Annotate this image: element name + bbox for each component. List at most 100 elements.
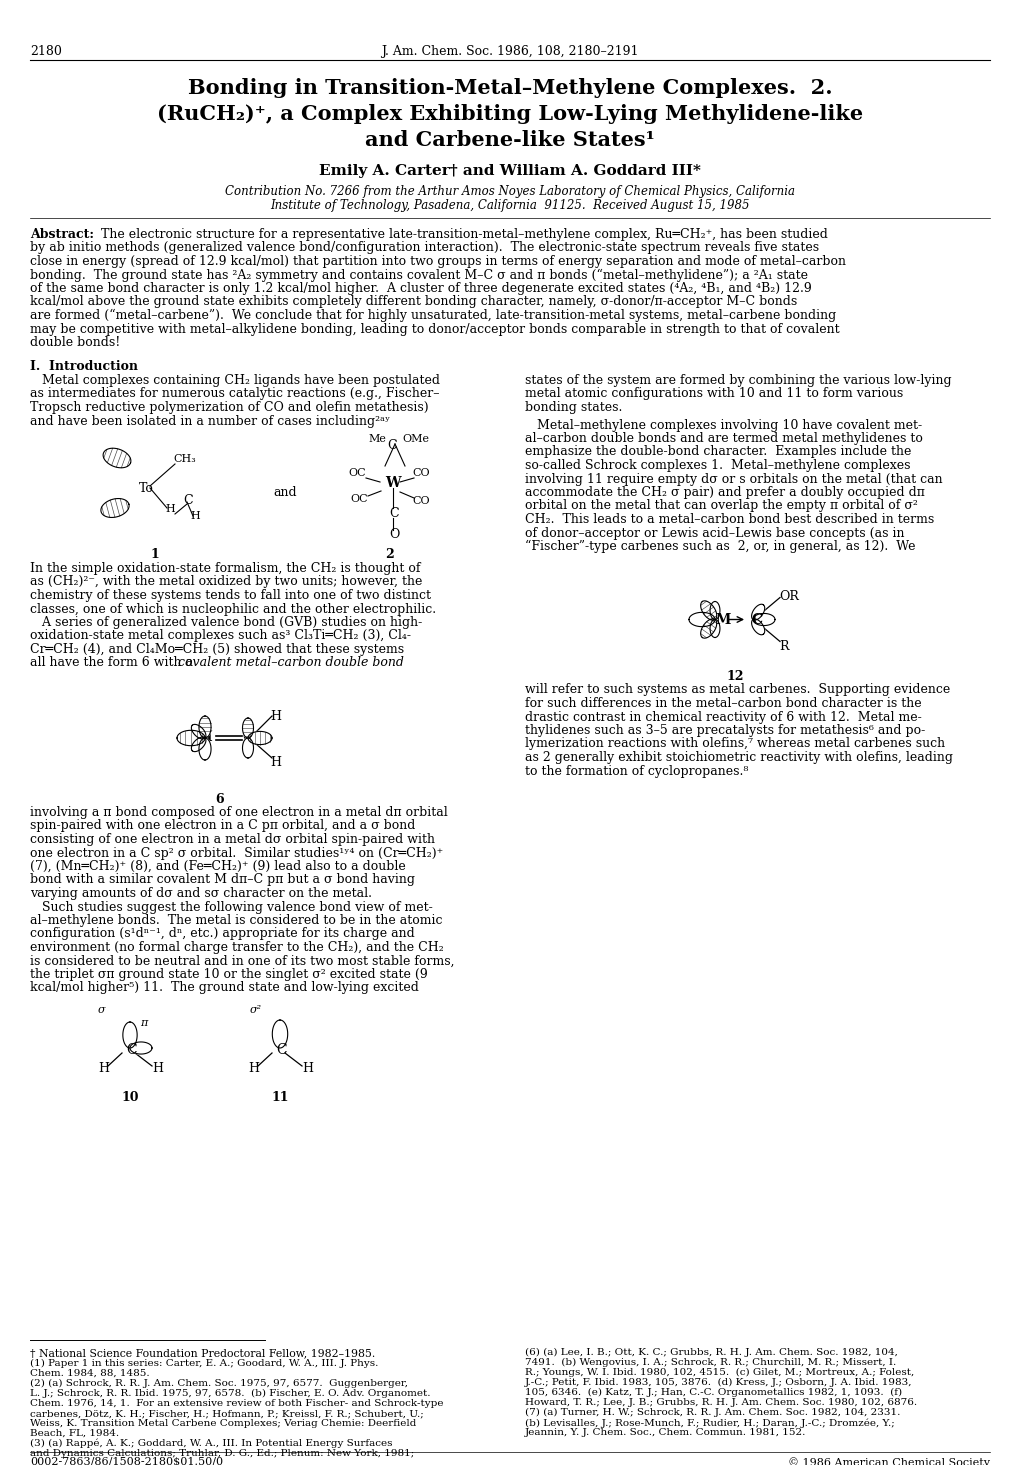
Text: OC: OC xyxy=(350,494,367,504)
Text: Beach, FL, 1984.: Beach, FL, 1984. xyxy=(30,1428,119,1439)
Text: 12: 12 xyxy=(726,670,743,683)
Text: 11: 11 xyxy=(271,1091,288,1105)
Polygon shape xyxy=(709,602,719,620)
Text: (1) Paper 1 in this series: Carter, E. A.; Goodard, W. A., III. J. Phys.: (1) Paper 1 in this series: Carter, E. A… xyxy=(30,1360,378,1368)
Text: oxidation-state metal complexes such as³ Cl₃Ti═CH₂ (3), Cl₄-: oxidation-state metal complexes such as³… xyxy=(30,630,411,643)
Text: CH₃: CH₃ xyxy=(173,454,196,464)
Text: (7), (Mn═CH₂)⁺ (8), and (Fe═CH₂)⁺ (9) lead also to a double: (7), (Mn═CH₂)⁺ (8), and (Fe═CH₂)⁺ (9) le… xyxy=(30,860,406,873)
Text: 6: 6 xyxy=(215,793,224,806)
Polygon shape xyxy=(243,718,254,738)
Text: by ab initio methods (generalized valence bond/configuration interaction).  The : by ab initio methods (generalized valenc… xyxy=(30,242,818,255)
Text: Weiss, K. Transition Metal Carbene Complexes; Veriag Chemie: Deerfield: Weiss, K. Transition Metal Carbene Compl… xyxy=(30,1420,416,1428)
Text: 2: 2 xyxy=(385,548,394,561)
Text: CO: CO xyxy=(412,467,429,478)
Polygon shape xyxy=(709,620,719,637)
Text: C: C xyxy=(126,1043,137,1058)
Polygon shape xyxy=(101,498,129,517)
Text: J.-C.; Petit, F. Ibid. 1983, 105, 3876.  (d) Kress, J.; Osborn, J. A. Ibid. 1983: J.-C.; Petit, F. Ibid. 1983, 105, 3876. … xyxy=(525,1379,912,1387)
Text: double bonds!: double bonds! xyxy=(30,335,120,349)
Text: as (CH₂)²⁻, with the metal oxidized by two units; however, the: as (CH₂)²⁻, with the metal oxidized by t… xyxy=(30,576,422,589)
Text: M: M xyxy=(195,730,212,744)
Text: Institute of Technology, Pasadena, California  91125.  Received August 15, 1985: Institute of Technology, Pasadena, Calif… xyxy=(270,199,749,212)
Polygon shape xyxy=(199,716,211,738)
Text: covalent metal–carbon double bond: covalent metal–carbon double bond xyxy=(178,656,404,670)
Text: of donor–acceptor or Lewis acid–Lewis base concepts (as in: of donor–acceptor or Lewis acid–Lewis ba… xyxy=(525,526,904,539)
Text: and Carbene-like States¹: and Carbene-like States¹ xyxy=(365,130,654,149)
Text: 7491.  (b) Wengovius, I. A.; Schrock, R. R.; Churchill, M. R.; Missert, I.: 7491. (b) Wengovius, I. A.; Schrock, R. … xyxy=(525,1358,896,1367)
Text: H: H xyxy=(302,1062,313,1075)
Polygon shape xyxy=(700,618,716,639)
Polygon shape xyxy=(192,737,206,752)
Text: al–methylene bonds.  The metal is considered to be in the atomic: al–methylene bonds. The metal is conside… xyxy=(30,914,442,927)
Text: lymerization reactions with olefins,⁷ whereas metal carbenes such: lymerization reactions with olefins,⁷ wh… xyxy=(525,737,945,750)
Text: Jeannin, Y. J. Chem. Soc., Chem. Commun. 1981, 152.: Jeannin, Y. J. Chem. Soc., Chem. Commun.… xyxy=(525,1428,806,1437)
Text: and Dynamics Calculations; Truhlar, D. G., Ed.; Plenum: New York, 1981;: and Dynamics Calculations; Truhlar, D. G… xyxy=(30,1449,414,1458)
Text: of the same bond character is only 1.2 kcal/mol higher.  A cluster of three dege: of the same bond character is only 1.2 k… xyxy=(30,281,811,294)
Text: Bonding in Transition-Metal–Methylene Complexes.  2.: Bonding in Transition-Metal–Methylene Co… xyxy=(187,78,832,98)
Text: OR: OR xyxy=(779,589,798,602)
Polygon shape xyxy=(199,738,211,760)
Text: so-called Schrock complexes 1.  Metal–methylene complexes: so-called Schrock complexes 1. Metal–met… xyxy=(525,459,910,472)
Polygon shape xyxy=(192,724,206,738)
Text: To: To xyxy=(139,482,154,495)
Polygon shape xyxy=(700,601,716,620)
Polygon shape xyxy=(248,731,272,744)
Polygon shape xyxy=(122,1023,137,1047)
Text: spin-paired with one electron in a C pπ orbital, and a σ bond: spin-paired with one electron in a C pπ … xyxy=(30,819,415,832)
Text: bond with a similar covalent M dπ–C pπ but a σ bond having: bond with a similar covalent M dπ–C pπ b… xyxy=(30,873,415,886)
Text: H: H xyxy=(248,1062,259,1075)
Text: J. Am. Chem. Soc. 1986, 108, 2180–2191: J. Am. Chem. Soc. 1986, 108, 2180–2191 xyxy=(381,45,638,59)
Text: σ: σ xyxy=(98,1005,106,1015)
Text: H: H xyxy=(190,511,200,522)
Text: Chem. 1976, 14, 1.  For an extensive review of both Fischer- and Schrock-type: Chem. 1976, 14, 1. For an extensive revi… xyxy=(30,1399,443,1408)
Text: H: H xyxy=(165,504,174,514)
Text: Howard, T. R.; Lee, J. B.; Grubbs, R. H. J. Am. Chem. Soc. 1980, 102, 6876.: Howard, T. R.; Lee, J. B.; Grubbs, R. H.… xyxy=(525,1398,916,1406)
Text: † National Science Foundation Predoctoral Fellow, 1982–1985.: † National Science Foundation Predoctora… xyxy=(30,1348,375,1358)
Text: O: O xyxy=(388,527,399,541)
Text: as intermediates for numerous catalytic reactions (e.g., Fischer–: as intermediates for numerous catalytic … xyxy=(30,388,439,400)
Text: involving 11 require empty dσ or s orbitals on the metal (that can: involving 11 require empty dσ or s orbit… xyxy=(525,473,942,485)
Text: (RuCH₂)⁺, a Complex Exhibiting Low-Lying Methylidene-like: (RuCH₂)⁺, a Complex Exhibiting Low-Lying… xyxy=(157,104,862,125)
Text: bonding.  The ground state has ²A₂ symmetry and contains covalent M–C σ and π bo: bonding. The ground state has ²A₂ symmet… xyxy=(30,268,807,281)
Text: Tropsch reductive polymerization of CO and olefin metathesis): Tropsch reductive polymerization of CO a… xyxy=(30,401,428,415)
Text: W: W xyxy=(384,476,400,489)
Polygon shape xyxy=(272,1020,287,1047)
Text: Emily A. Carter† and William A. Goddard III*: Emily A. Carter† and William A. Goddard … xyxy=(319,164,700,179)
Text: A series of generalized valence bond (GVB) studies on high-: A series of generalized valence bond (GV… xyxy=(30,615,422,628)
Text: kcal/mol higher⁵) 11.  The ground state and low-lying excited: kcal/mol higher⁵) 11. The ground state a… xyxy=(30,982,419,995)
Text: all have the form 6 with a: all have the form 6 with a xyxy=(30,656,197,670)
Text: one electron in a C sp² σ orbital.  Similar studies¹ʸ⁴ on (Cr═CH₂)⁺: one electron in a C sp² σ orbital. Simil… xyxy=(30,847,443,860)
Text: (3) (a) Rappé, A. K.; Goddard, W. A., III. In Potential Energy Surfaces: (3) (a) Rappé, A. K.; Goddard, W. A., II… xyxy=(30,1439,392,1449)
Text: to the formation of cyclopropanes.⁸: to the formation of cyclopropanes.⁸ xyxy=(525,765,748,778)
Text: Such studies suggest the following valence bond view of met-: Such studies suggest the following valen… xyxy=(30,901,432,914)
Text: states of the system are formed by combining the various low-lying: states of the system are formed by combi… xyxy=(525,374,951,387)
Text: and: and xyxy=(273,486,297,500)
Text: C: C xyxy=(276,1043,286,1058)
Text: C: C xyxy=(182,494,193,507)
Text: C: C xyxy=(242,730,254,744)
Polygon shape xyxy=(751,604,764,620)
Text: OC: OC xyxy=(347,467,365,478)
Text: © 1986 American Chemical Society: © 1986 American Chemical Society xyxy=(788,1458,989,1465)
Text: will refer to such systems as metal carbenes.  Supporting evidence: will refer to such systems as metal carb… xyxy=(525,684,950,696)
Text: Metal complexes containing CH₂ ligands have been postulated: Metal complexes containing CH₂ ligands h… xyxy=(30,374,439,387)
Text: orbital on the metal that can overlap the empty π orbital of σ²: orbital on the metal that can overlap th… xyxy=(525,500,917,513)
Polygon shape xyxy=(243,738,254,757)
Text: Contribution No. 7266 from the Arthur Amos Noyes Laboratory of Chemical Physics,: Contribution No. 7266 from the Arthur Am… xyxy=(225,185,794,198)
Text: the triplet σπ ground state 10 or the singlet σ² excited state (9: the triplet σπ ground state 10 or the si… xyxy=(30,968,427,982)
Text: 105, 6346.  (e) Katz, T. J.; Han, C.-C. Organometallics 1982, 1, 1093.  (f): 105, 6346. (e) Katz, T. J.; Han, C.-C. O… xyxy=(525,1387,901,1398)
Text: accommodate the CH₂ σ pair) and prefer a doubly occupied dπ: accommodate the CH₂ σ pair) and prefer a… xyxy=(525,486,924,500)
Text: R.; Youngs, W. I. Ibid. 1980, 102, 4515.  (c) Gilet, M.; Mortreux, A.; Folest,: R.; Youngs, W. I. Ibid. 1980, 102, 4515.… xyxy=(525,1368,913,1377)
Text: and have been isolated in a number of cases including²ᵃʸ: and have been isolated in a number of ca… xyxy=(30,415,390,428)
Text: L. J.; Schrock, R. R. Ibid. 1975, 97, 6578.  (b) Fischer, E. O. Adv. Organomet.: L. J.; Schrock, R. R. Ibid. 1975, 97, 65… xyxy=(30,1389,430,1398)
Text: 1: 1 xyxy=(151,548,159,561)
Text: Abstract:: Abstract: xyxy=(30,229,94,242)
Text: CO: CO xyxy=(412,497,429,505)
Text: H: H xyxy=(98,1062,109,1075)
Text: M: M xyxy=(714,614,730,627)
Text: (b) Levisalles, J.; Rose-Munch, F.; Rudier, H.; Daran, J.-C.; Dromzée, Y.;: (b) Levisalles, J.; Rose-Munch, F.; Rudi… xyxy=(525,1418,894,1427)
Text: C: C xyxy=(750,614,761,627)
Text: The electronic structure for a representative late-transition-metal–methylene co: The electronic structure for a represent… xyxy=(93,229,827,242)
Text: σ²: σ² xyxy=(250,1005,262,1015)
Text: C: C xyxy=(386,440,396,453)
